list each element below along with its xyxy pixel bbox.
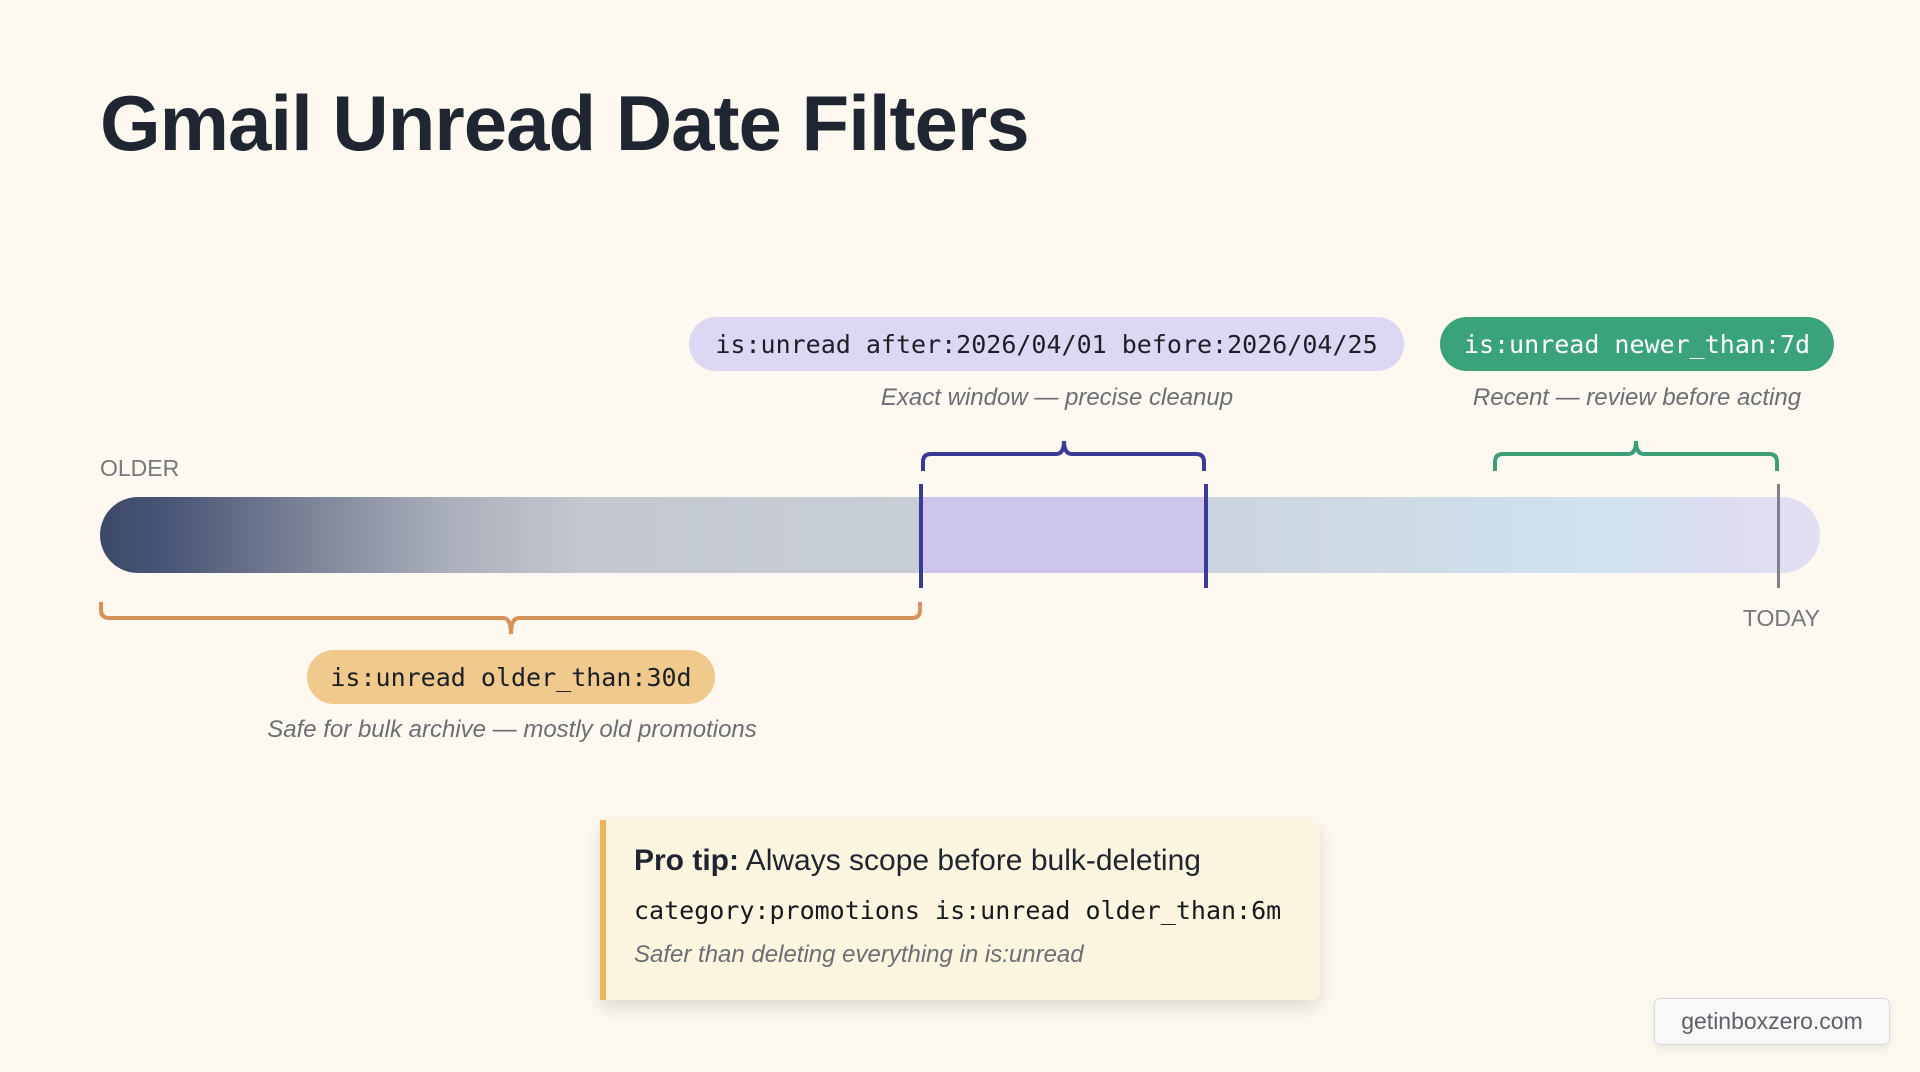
filter-caption-older: Safe for bulk archive — mostly old promo… (267, 716, 757, 743)
today-label: TODAY (1742, 605, 1820, 631)
tip-headline: Pro tip: Always scope before bulk-deleti… (634, 844, 1292, 878)
window-end-line (1204, 484, 1208, 588)
filter-pill-older: is:unread older_than:30d (307, 650, 715, 704)
older-label: OLDER (100, 455, 180, 481)
filter-caption-date-window: Exact window — precise cleanup (880, 384, 1234, 411)
filter-pill-newer: is:unread newer_than:7d (1440, 317, 1834, 371)
date-window-highlight (921, 497, 1206, 573)
tip-code: category:promotions is:unread older_than… (634, 896, 1282, 925)
pro-tip-card: Pro tip: Always scope before bulk-deleti… (600, 820, 1320, 1000)
filter-caption-newer: Recent — review before acting (1472, 384, 1802, 411)
window-start-line (919, 484, 923, 588)
tip-text: Always scope before bulk-deleting (739, 844, 1201, 877)
watermark: getinboxzero.com (1654, 998, 1890, 1045)
tip-note: Safer than deleting everything in is:unr… (634, 941, 1084, 968)
page-title: Gmail Unread Date Filters (100, 79, 1030, 167)
brace-older (99, 602, 922, 635)
today-line (1777, 484, 1780, 588)
filter-pill-date-window: is:unread after:2026/04/01 before:2026/0… (689, 317, 1404, 371)
brace-newer (1493, 440, 1779, 471)
tip-label: Pro tip: (634, 844, 739, 877)
brace-date-window (921, 440, 1206, 471)
